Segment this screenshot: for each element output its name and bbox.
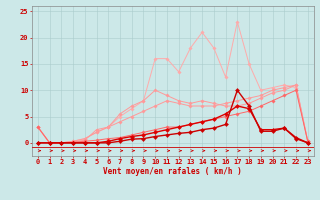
X-axis label: Vent moyen/en rafales ( km/h ): Vent moyen/en rafales ( km/h ): [103, 167, 242, 176]
